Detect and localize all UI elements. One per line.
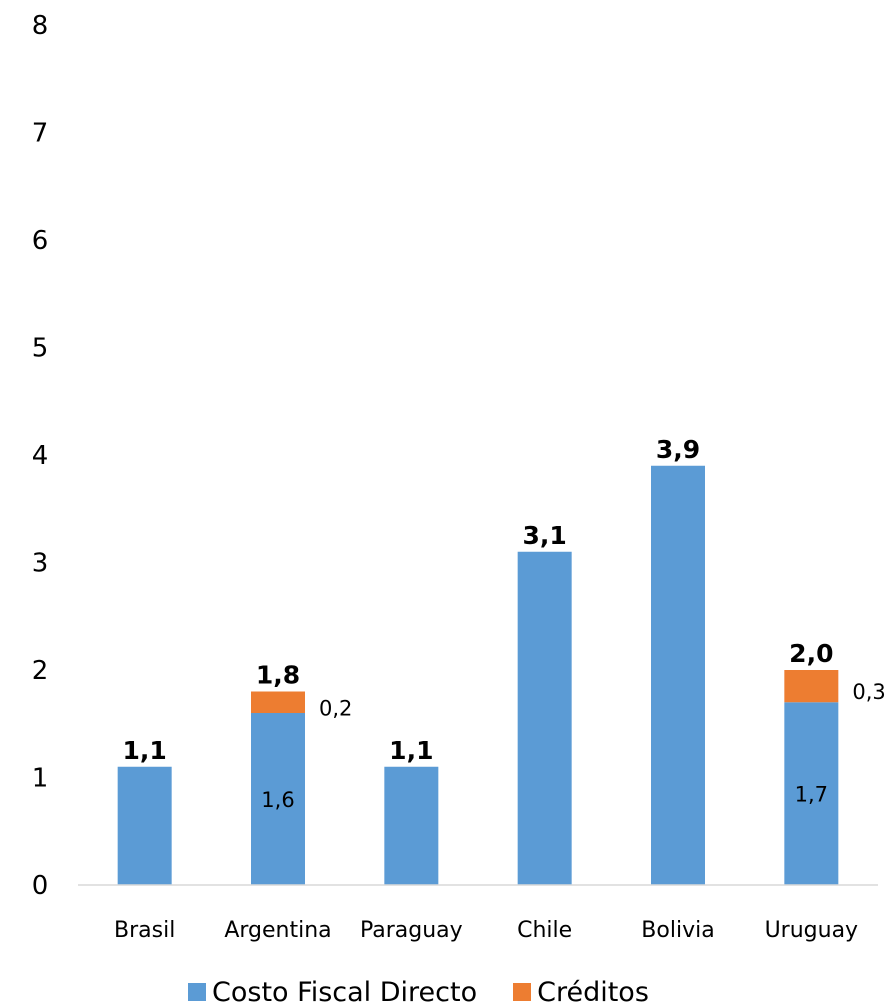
total-label-brasil: 1,1 [123, 736, 167, 765]
legend-label-costo-fiscal: Costo Fiscal Directo [212, 976, 478, 1008]
chart: 0 1 2 3 4 5 6 7 8 Brasil Argentina Paraguay Chile Bo… [32, 11, 886, 943]
total-label-chile: 3,1 [523, 521, 567, 550]
y-tick-label: 7 [32, 119, 49, 149]
x-tick-label-uruguay: Uruguay [765, 918, 859, 943]
y-tick-label: 6 [32, 226, 49, 256]
y-tick-label: 0 [32, 871, 49, 901]
segment-label-costo-fiscal-directo: 1,6 [261, 788, 294, 812]
y-tick-label: 3 [32, 549, 49, 579]
bars [117, 465, 839, 885]
y-tick-label: 4 [32, 441, 49, 471]
total-label-uruguay: 2,0 [789, 639, 833, 668]
bar-costo-fiscal-directo-bolivia [651, 465, 705, 885]
bar-creditos-uruguay [784, 670, 839, 703]
legend: Costo Fiscal Directo Créditos [188, 976, 649, 1008]
x-axis: Brasil Argentina Paraguay Chile Bolivia Urugu… [114, 918, 858, 943]
y-tick-label: 1 [32, 764, 49, 794]
data-labels: 1,1 1,6 0,2 1,8 1,1 3,1 3,9 1,7 0,3 2,0 [123, 435, 886, 812]
legend-swatch-costo-fiscal [188, 983, 206, 1001]
y-tick-label: 2 [32, 656, 49, 686]
legend-item-costo-fiscal: Costo Fiscal Directo [188, 977, 477, 1008]
total-label-bolivia: 3,9 [656, 435, 700, 464]
x-tick-label-paraguay: Paraguay [360, 918, 463, 943]
bar-creditos-argentina [251, 691, 305, 713]
legend-item-creditos: Créditos [513, 977, 649, 1008]
bar-costo-fiscal-directo-paraguay [384, 766, 439, 885]
segment-label-creditos: 0,3 [852, 680, 885, 704]
bar-costo-fiscal-directo-brasil [117, 766, 172, 885]
x-tick-label-brasil: Brasil [114, 918, 175, 943]
y-tick-label: 8 [32, 11, 49, 41]
segment-label-costo-fiscal-directo: 1,7 [795, 783, 828, 807]
bar-costo-fiscal-directo-uruguay [784, 702, 839, 885]
segment-label-creditos: 0,2 [319, 696, 352, 720]
total-label-argentina: 1,8 [256, 661, 300, 690]
x-tick-label-chile: Chile [517, 918, 572, 943]
total-label-paraguay: 1,1 [389, 736, 433, 765]
bar-costo-fiscal-directo-chile [517, 551, 572, 885]
x-tick-label-argentina: Argentina [224, 918, 331, 943]
bar-costo-fiscal-directo-argentina [251, 713, 305, 885]
legend-swatch-creditos [513, 983, 532, 1001]
x-tick-label-bolivia: Bolivia [641, 918, 714, 943]
y-tick-label: 5 [32, 334, 49, 364]
legend-label-creditos: Créditos [537, 976, 649, 1008]
y-axis: 0 1 2 3 4 5 6 7 8 [32, 11, 49, 901]
